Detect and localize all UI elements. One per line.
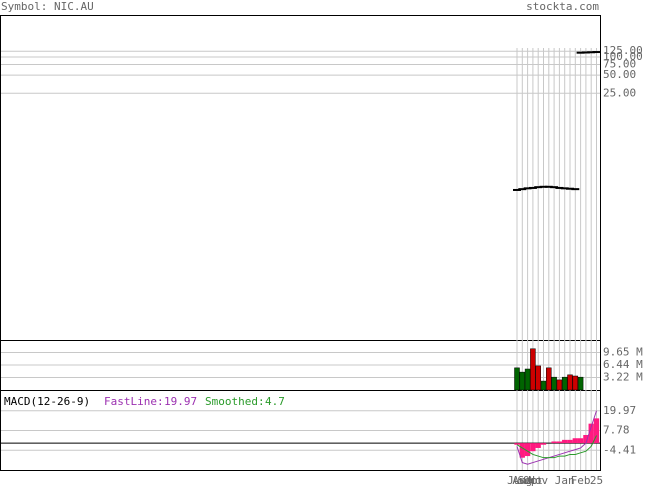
volume-bar [567,374,573,391]
histogram-bar [567,439,573,444]
y-tick-label: -4.41 [603,443,636,456]
legend-smooth-value: 4.7 [265,395,285,408]
legend-fast: FastLine: [104,395,164,408]
volume-bar [546,367,552,391]
volume-bar [530,348,536,391]
site: stockta.com [526,0,599,13]
y-tick-label: 50.00 [603,68,636,81]
histogram-bar [514,443,520,445]
volume-bar [514,367,520,391]
y-tick-label: 19.97 [603,404,636,417]
x-tick-label: Nov [528,474,548,486]
y-tick-label: 75.00 [603,58,636,71]
volume-bar [519,371,526,391]
histogram-bar [524,443,531,457]
macd-title: MACD(12-26-9) [4,395,90,408]
histogram-bar [535,443,541,448]
volume-bar [535,365,541,391]
x-tick-label: 25 [590,474,603,486]
y-tick-label: 125.00 [603,44,643,57]
volume-bar [540,380,547,391]
volume-bar [577,376,584,391]
histogram-bar [530,443,536,452]
y-tick-label: 7.78 [603,424,630,437]
x-tick-label: Feb [571,474,591,486]
x-tick-label: Oct [523,474,543,486]
histogram-bar [556,441,563,444]
x-tick-label: Jan [555,474,575,486]
histogram-bar [540,443,547,445]
macd-panel [0,390,601,471]
y-tick-label: 9.65 M [603,345,643,358]
histogram-bar [562,439,568,444]
y-tick-label: 6.44 M [603,358,643,371]
volume-bar [561,376,568,391]
histogram-bar [593,418,600,444]
volume-bar [551,376,557,391]
y-tick-label: 100.00 [603,50,643,63]
histogram-bar [577,438,584,444]
legend-fast-value: 19.97 [164,395,197,408]
volume-bar [572,375,579,391]
legend-smooth: Smoothed: [205,395,265,408]
volume-bar [556,379,563,391]
macd-line [516,410,597,465]
histogram-bar [572,438,578,444]
histogram-bar [551,441,557,444]
histogram-bar [588,423,594,444]
histogram-bar [519,443,525,458]
x-tick-label: Aug [512,474,532,486]
y-tick-label: 3.22 M [603,370,643,383]
x-tick-label: Sep [518,474,538,486]
y-tick-label: 25.00 [603,86,636,99]
x-tick-label: Jun [507,474,527,486]
volume-bar [524,368,531,391]
volume-panel [0,340,601,391]
macd-line [516,435,597,459]
symbol: Symbol: NIC.AU [1,0,94,13]
histogram-bar [583,435,589,444]
